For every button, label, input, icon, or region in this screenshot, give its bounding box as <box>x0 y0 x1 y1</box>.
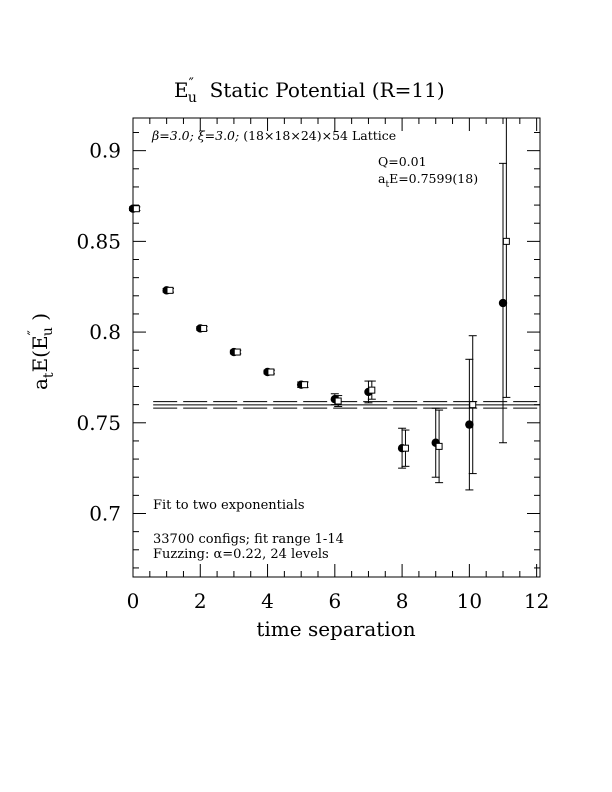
x-tick-label: 8 <box>396 589 409 613</box>
x-axis: 0 2 4 6 8 10 12 <box>127 118 549 613</box>
y-tick-label: 0.9 <box>89 139 121 163</box>
data-point-square <box>267 368 275 376</box>
title-main: E <box>174 78 189 102</box>
x-tick-label: 6 <box>328 589 341 613</box>
y-tick-label: 0.75 <box>76 411 121 435</box>
x-tick-label: 0 <box>127 589 140 613</box>
data-point-square <box>469 401 477 409</box>
ylabel-a: a <box>28 378 52 390</box>
x-tick-label: 10 <box>457 589 482 613</box>
x-tick-label: 4 <box>261 589 274 613</box>
data-point-square <box>233 348 241 356</box>
title-rest: Static Potential (R=11) <box>197 78 445 102</box>
x-axis-label: time separation <box>256 617 415 641</box>
data-point-square <box>435 442 443 450</box>
lattice-text: (18×18×24)×54 Lattice <box>243 128 396 143</box>
title-sup: ″ <box>189 76 194 92</box>
data-point-square <box>166 286 174 294</box>
ylabel-end: ) <box>28 313 52 327</box>
data-point-square <box>132 205 140 213</box>
ylabel-sub: u <box>40 327 56 336</box>
fit-energy-rest: E=0.7599(18) <box>389 171 478 186</box>
y-tick-label: 0.7 <box>89 502 121 526</box>
data-point-square <box>502 237 510 245</box>
data-point-square <box>200 324 208 332</box>
y-axis: 0.7 0.75 0.8 0.85 0.9 <box>76 132 540 569</box>
fit-energy-annotation: atE=0.7599(18) <box>378 171 478 190</box>
data-point-circle <box>498 298 508 308</box>
ylabel-sup: ″ <box>26 330 42 335</box>
x-tick-label: 12 <box>524 589 549 613</box>
y-tick-label: 0.85 <box>76 229 121 253</box>
data-point-circle <box>465 420 474 429</box>
xi-text: ξ=3.0; <box>198 128 243 143</box>
fit-band <box>153 401 540 409</box>
chart-title: E″ u Static Potential (R=11) <box>174 76 445 106</box>
data-series <box>128 117 511 491</box>
fuzzing-annotation: Fuzzing: α=0.22, 24 levels <box>153 547 329 562</box>
x-tick-label: 2 <box>194 589 207 613</box>
ylabel-sub-t: t <box>41 372 57 378</box>
lattice-annotation: β=3.0; ξ=3.0; (18×18×24)×54 Lattice <box>151 128 396 143</box>
data-point-square <box>401 444 409 452</box>
ylabel-mid: E(E <box>28 335 52 372</box>
data-point-square <box>368 386 376 394</box>
plot-frame <box>132 117 541 578</box>
y-tick-label: 0.8 <box>89 320 121 344</box>
fit-type-annotation: Fit to two exponentials <box>153 498 305 513</box>
fit-energy-a: a <box>378 171 386 186</box>
beta-text: β=3.0; <box>151 128 198 143</box>
fit-energy-sub: t <box>385 180 389 190</box>
title-sub: u <box>188 90 197 106</box>
data-point-square <box>334 397 342 405</box>
q-annotation: Q=0.01 <box>378 154 427 169</box>
configs-annotation: 33700 configs; fit range 1-14 <box>153 532 344 547</box>
data-point-square <box>301 381 309 389</box>
y-axis-label: atE(E″u ) <box>26 313 57 390</box>
